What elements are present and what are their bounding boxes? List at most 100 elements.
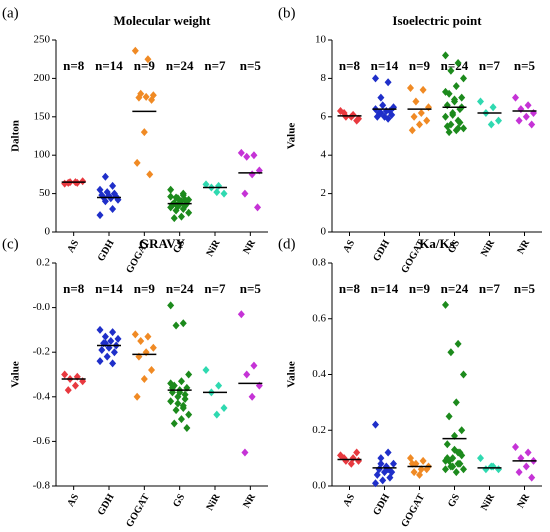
point (185, 370, 193, 379)
point (410, 468, 418, 477)
point (71, 381, 79, 390)
point (522, 462, 530, 471)
point (179, 204, 187, 213)
point (248, 392, 256, 401)
point (408, 459, 416, 468)
y-axis-label: Value (286, 361, 298, 388)
y-tick-label: 0.4 (312, 368, 326, 380)
point (174, 194, 182, 203)
point (443, 122, 451, 131)
point (140, 374, 148, 383)
point (442, 51, 449, 60)
point (167, 185, 175, 194)
y-axis-label: Value (286, 123, 298, 150)
x-tick-label: GOGAT (124, 492, 152, 529)
y-tick-label: 0 (45, 226, 51, 238)
point (489, 103, 497, 112)
x-tick-label: NR (515, 491, 532, 510)
point (179, 191, 187, 200)
point (61, 370, 69, 379)
point (487, 120, 495, 129)
y-tick-label: 250 (34, 34, 51, 46)
point (477, 454, 484, 463)
point (250, 361, 258, 370)
point (98, 345, 106, 354)
point (64, 178, 72, 187)
point (183, 424, 191, 433)
point (377, 93, 385, 102)
point (347, 112, 355, 121)
y-tick-label: 50 (39, 187, 51, 199)
x-tick-label: GS (171, 492, 187, 509)
y-tick-label: 0.2 (36, 257, 50, 269)
y-tick-label: -0.0 (33, 301, 51, 313)
point (454, 339, 462, 348)
point (495, 116, 502, 125)
chart-title: Molecular weight (114, 13, 212, 28)
point (110, 348, 118, 357)
point (456, 459, 464, 468)
point (512, 93, 519, 102)
point (416, 470, 423, 479)
x-tick-label: GOGAT (399, 492, 427, 529)
panel-label: (a) (2, 5, 19, 21)
point (109, 359, 117, 368)
n-annotation: n=24 (166, 58, 194, 73)
point (384, 114, 392, 123)
point (417, 108, 425, 117)
point (452, 398, 460, 407)
y-tick-label: 200 (34, 72, 51, 84)
point (172, 206, 180, 215)
point (96, 211, 104, 220)
point (377, 108, 385, 117)
point (384, 78, 392, 87)
x-tick-label: NR (241, 491, 258, 510)
point (442, 300, 449, 309)
point (148, 95, 156, 104)
point (142, 92, 150, 101)
point (170, 419, 178, 428)
point (454, 448, 462, 457)
point (167, 379, 175, 388)
x-tick-label: AS (65, 492, 81, 509)
point (170, 214, 178, 223)
point (445, 412, 453, 421)
chart-title: Ka/Ks (419, 236, 454, 251)
y-tick-label: 6 (321, 110, 327, 122)
point (524, 448, 532, 457)
point (443, 101, 451, 110)
point (220, 403, 228, 412)
point (101, 332, 109, 341)
n-annotation: n=24 (441, 58, 469, 73)
y-tick-label: 0.8 (312, 257, 326, 269)
point (377, 454, 385, 463)
point (458, 93, 466, 102)
y-tick-label: 150 (34, 110, 51, 122)
point (237, 148, 245, 157)
point (135, 93, 143, 102)
point (172, 406, 180, 415)
point (454, 124, 462, 133)
n-annotation: n=7 (479, 58, 501, 73)
point (114, 334, 122, 343)
point (179, 319, 187, 328)
point (101, 172, 109, 181)
point (202, 366, 210, 375)
x-tick-label: NR (515, 237, 532, 256)
point (144, 55, 152, 64)
point (213, 410, 221, 419)
point (79, 177, 87, 186)
point (109, 204, 117, 213)
point (237, 310, 245, 319)
n-annotation: n=9 (134, 281, 156, 296)
n-annotation: n=8 (63, 58, 85, 73)
n-annotation: n=5 (514, 281, 536, 296)
point (254, 203, 262, 212)
point (384, 448, 392, 457)
x-tick-label: AS (341, 238, 357, 255)
y-tick-label: 0 (321, 226, 327, 238)
point (452, 82, 460, 91)
point (250, 151, 258, 160)
point (243, 370, 251, 379)
y-tick-label: 8 (321, 72, 327, 84)
